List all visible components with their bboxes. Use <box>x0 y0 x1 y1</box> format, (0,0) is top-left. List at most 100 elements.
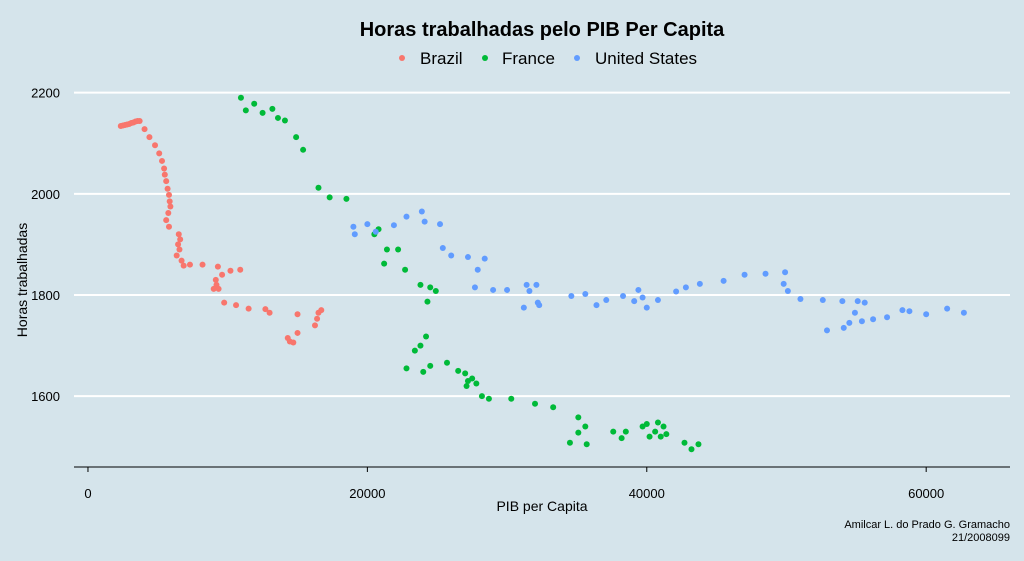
point-united-states <box>464 254 471 261</box>
point-united-states <box>490 286 497 293</box>
point-united-states <box>762 270 769 277</box>
point-france <box>643 421 650 427</box>
point-france <box>432 287 439 294</box>
point-brazil <box>237 266 244 273</box>
point-united-states <box>782 269 789 276</box>
point-france <box>315 184 322 191</box>
point-france <box>242 107 249 114</box>
point-brazil <box>141 126 148 133</box>
point-brazil <box>219 271 226 278</box>
point-brazil <box>146 134 153 141</box>
point-france <box>444 359 451 366</box>
legend: Brazil France United States <box>399 49 697 68</box>
point-united-states <box>474 266 481 273</box>
point-brazil <box>166 198 173 205</box>
point-united-states <box>504 286 511 293</box>
point-brazil <box>173 252 180 259</box>
point-france <box>508 395 515 402</box>
point-france <box>381 260 388 267</box>
point-brazil <box>212 276 219 283</box>
point-united-states <box>437 221 444 228</box>
y-tick-label: 2200 <box>31 86 60 101</box>
point-france <box>395 246 402 253</box>
point-brazil <box>175 231 182 238</box>
point-france <box>681 439 688 446</box>
y-axis-ticks: 1600 1800 2000 2200 <box>31 86 60 405</box>
point-france <box>411 347 418 354</box>
point-united-states <box>923 311 930 318</box>
point-france <box>383 246 390 253</box>
point-france <box>281 117 288 124</box>
point-france <box>610 428 617 435</box>
point-brazil <box>266 309 273 316</box>
point-france <box>622 428 629 435</box>
point-brazil <box>233 302 240 309</box>
point-united-states <box>858 318 865 325</box>
point-france <box>695 441 702 448</box>
point-france <box>688 446 695 453</box>
x-axis-ticks: 0 20000 40000 60000 <box>84 467 944 501</box>
point-france <box>343 195 350 202</box>
x-tick-label: 40000 <box>629 486 665 501</box>
gridlines <box>74 91 1010 398</box>
point-united-states <box>593 302 600 309</box>
x-tick-label: 60000 <box>908 486 944 501</box>
point-united-states <box>682 284 689 291</box>
point-france <box>575 414 582 421</box>
point-united-states <box>536 302 543 309</box>
point-brazil <box>161 171 168 178</box>
point-brazil <box>164 185 171 192</box>
point-france <box>463 383 470 390</box>
legend-marker-united-states <box>574 55 580 61</box>
point-france <box>618 435 625 442</box>
point-united-states <box>823 327 830 334</box>
point-united-states <box>784 287 791 294</box>
y-axis-label: Horas trabalhadas <box>14 223 30 337</box>
point-brazil <box>175 241 182 248</box>
point-france <box>654 419 661 426</box>
point-united-states <box>960 309 967 316</box>
point-france <box>417 342 424 349</box>
chart-title: Horas trabalhadas pelo PIB Per Capita <box>360 19 725 41</box>
point-france <box>427 284 434 291</box>
point-brazil <box>294 329 301 336</box>
point-france <box>478 393 485 400</box>
point-france <box>269 105 276 112</box>
point-united-states <box>819 297 826 304</box>
point-brazil <box>180 262 187 269</box>
point-brazil <box>163 217 170 224</box>
point-united-states <box>899 307 906 314</box>
point-france <box>455 367 462 374</box>
point-united-states <box>884 314 891 321</box>
point-united-states <box>603 297 610 304</box>
point-france <box>532 400 539 407</box>
point-france <box>403 365 410 372</box>
point-brazil <box>159 157 166 164</box>
point-brazil <box>245 305 252 312</box>
point-united-states <box>582 290 589 297</box>
point-brazil <box>177 236 184 243</box>
point-united-states <box>568 293 575 300</box>
point-united-states <box>780 280 787 287</box>
point-france <box>582 423 589 430</box>
point-brazil <box>186 261 193 268</box>
point-united-states <box>846 319 853 326</box>
point-france <box>237 94 244 101</box>
point-brazil <box>165 210 172 217</box>
point-france <box>652 428 659 435</box>
point-united-states <box>696 280 703 287</box>
point-brazil <box>311 322 318 329</box>
point-united-states <box>797 296 804 303</box>
legend-label-france: France <box>502 49 555 68</box>
point-united-states <box>840 324 847 331</box>
point-brazil <box>227 267 234 274</box>
point-brazil <box>215 285 222 292</box>
legend-marker-france <box>482 55 488 61</box>
legend-label-brazil: Brazil <box>420 49 463 68</box>
caption-id: 21/2008099 <box>951 532 1010 544</box>
point-brazil <box>262 306 269 313</box>
point-united-states <box>654 297 661 304</box>
point-france <box>251 100 258 107</box>
